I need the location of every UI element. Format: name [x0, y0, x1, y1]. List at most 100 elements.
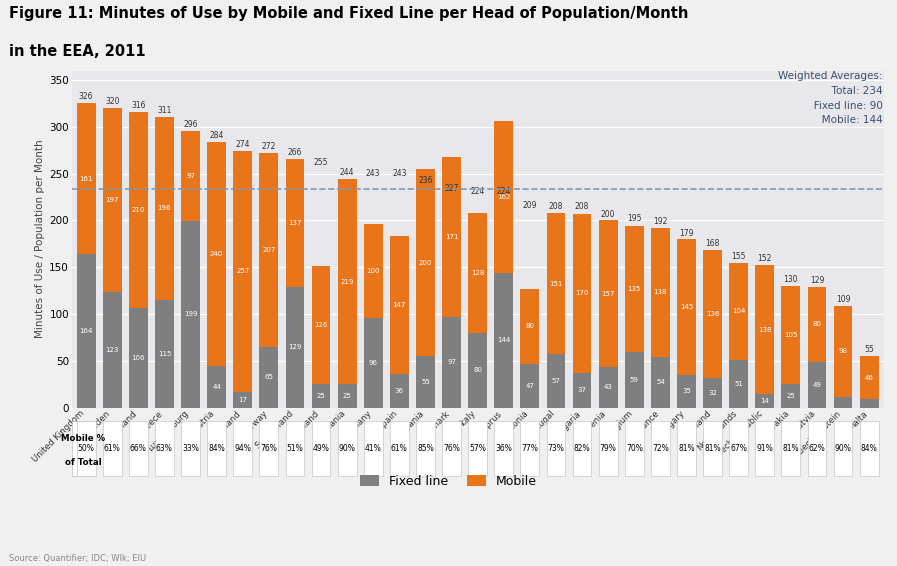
Text: 49%: 49%: [312, 444, 329, 453]
Text: 224: 224: [497, 187, 511, 196]
Text: 123: 123: [106, 347, 119, 353]
Text: 61%: 61%: [104, 444, 120, 453]
Text: 196: 196: [158, 205, 171, 211]
Text: 81%: 81%: [704, 444, 721, 453]
Bar: [129, 421, 148, 476]
Bar: [546, 421, 565, 476]
Bar: [72, 421, 95, 476]
Text: 157: 157: [602, 291, 614, 297]
Legend: Fixed line, Mobile: Fixed line, Mobile: [355, 470, 542, 492]
Text: 161: 161: [79, 176, 93, 182]
Text: 90%: 90%: [834, 444, 851, 453]
Text: 170: 170: [575, 290, 588, 297]
Text: 257: 257: [236, 268, 249, 275]
Text: 51: 51: [735, 381, 743, 387]
Text: 138: 138: [654, 289, 667, 295]
Bar: [129, 308, 148, 408]
Bar: [285, 287, 304, 408]
Text: 129: 129: [288, 344, 301, 350]
Bar: [546, 213, 565, 354]
Bar: [259, 347, 278, 408]
Text: 44: 44: [213, 384, 221, 390]
Text: 61%: 61%: [391, 444, 408, 453]
Text: 76%: 76%: [443, 444, 460, 453]
Text: 115: 115: [158, 351, 171, 357]
Text: 25: 25: [787, 393, 796, 399]
Bar: [390, 237, 409, 374]
Text: 97: 97: [447, 359, 456, 365]
Bar: [651, 228, 670, 357]
Text: 136: 136: [706, 311, 719, 317]
Bar: [677, 421, 696, 476]
Text: 59: 59: [630, 377, 639, 383]
Text: 138: 138: [758, 327, 771, 333]
Bar: [77, 254, 95, 408]
Text: 227: 227: [444, 185, 458, 194]
Bar: [416, 421, 435, 476]
Text: 33%: 33%: [182, 444, 199, 453]
Bar: [520, 289, 539, 363]
Text: Mobile %: Mobile %: [61, 434, 106, 443]
Bar: [285, 421, 304, 476]
Text: 199: 199: [184, 311, 197, 318]
Bar: [207, 366, 226, 408]
Text: Source: Quantifier; IDC; WIk; EIU: Source: Quantifier; IDC; WIk; EIU: [9, 554, 146, 563]
Text: 272: 272: [262, 142, 276, 151]
Bar: [311, 421, 330, 476]
Text: 179: 179: [679, 229, 693, 238]
Bar: [103, 108, 122, 293]
Bar: [442, 157, 461, 317]
Text: 224: 224: [470, 187, 485, 196]
Bar: [338, 179, 356, 384]
Text: 96: 96: [369, 359, 378, 366]
Text: 130: 130: [784, 275, 798, 284]
Text: 128: 128: [471, 270, 484, 276]
Bar: [155, 117, 174, 300]
Text: 85%: 85%: [417, 444, 434, 453]
Text: 82%: 82%: [574, 444, 590, 453]
Bar: [729, 263, 748, 360]
Text: 105: 105: [784, 332, 797, 338]
Text: 236: 236: [418, 176, 432, 185]
Bar: [677, 375, 696, 408]
Text: 76%: 76%: [260, 444, 277, 453]
Bar: [207, 142, 226, 366]
Text: 25: 25: [317, 393, 326, 399]
Bar: [625, 226, 644, 352]
Bar: [677, 239, 696, 375]
Text: 97: 97: [186, 173, 195, 179]
Text: of Total: of Total: [65, 458, 102, 467]
Bar: [233, 151, 252, 392]
Text: 195: 195: [627, 215, 641, 223]
Text: 36: 36: [395, 388, 404, 394]
Text: 135: 135: [628, 286, 641, 292]
Bar: [77, 421, 95, 476]
Text: 98: 98: [839, 349, 848, 354]
Bar: [364, 318, 383, 408]
Text: 207: 207: [262, 247, 275, 253]
Text: 94%: 94%: [234, 444, 251, 453]
Bar: [181, 131, 200, 221]
Text: Weighted Averages:
          Total: 234
   Fixed line: 90
       Mobile: 144: Weighted Averages: Total: 234 Fixed line…: [779, 71, 883, 126]
Y-axis label: Minutes of Use / Population per Month: Minutes of Use / Population per Month: [35, 140, 45, 338]
Bar: [390, 421, 409, 476]
Text: 210: 210: [132, 207, 145, 213]
Bar: [364, 421, 383, 476]
Text: 41%: 41%: [365, 444, 381, 453]
Text: 72%: 72%: [652, 444, 669, 453]
Bar: [233, 392, 252, 408]
Bar: [416, 169, 435, 356]
Bar: [311, 266, 330, 384]
Text: 66%: 66%: [130, 444, 147, 453]
Bar: [259, 153, 278, 347]
Text: 81%: 81%: [678, 444, 695, 453]
Bar: [103, 421, 122, 476]
Text: 145: 145: [680, 304, 693, 310]
Bar: [155, 300, 174, 408]
Bar: [572, 214, 591, 373]
Text: 171: 171: [445, 234, 458, 240]
Text: 47: 47: [526, 383, 535, 388]
Text: 200: 200: [419, 260, 432, 265]
Bar: [807, 421, 826, 476]
Bar: [442, 421, 461, 476]
